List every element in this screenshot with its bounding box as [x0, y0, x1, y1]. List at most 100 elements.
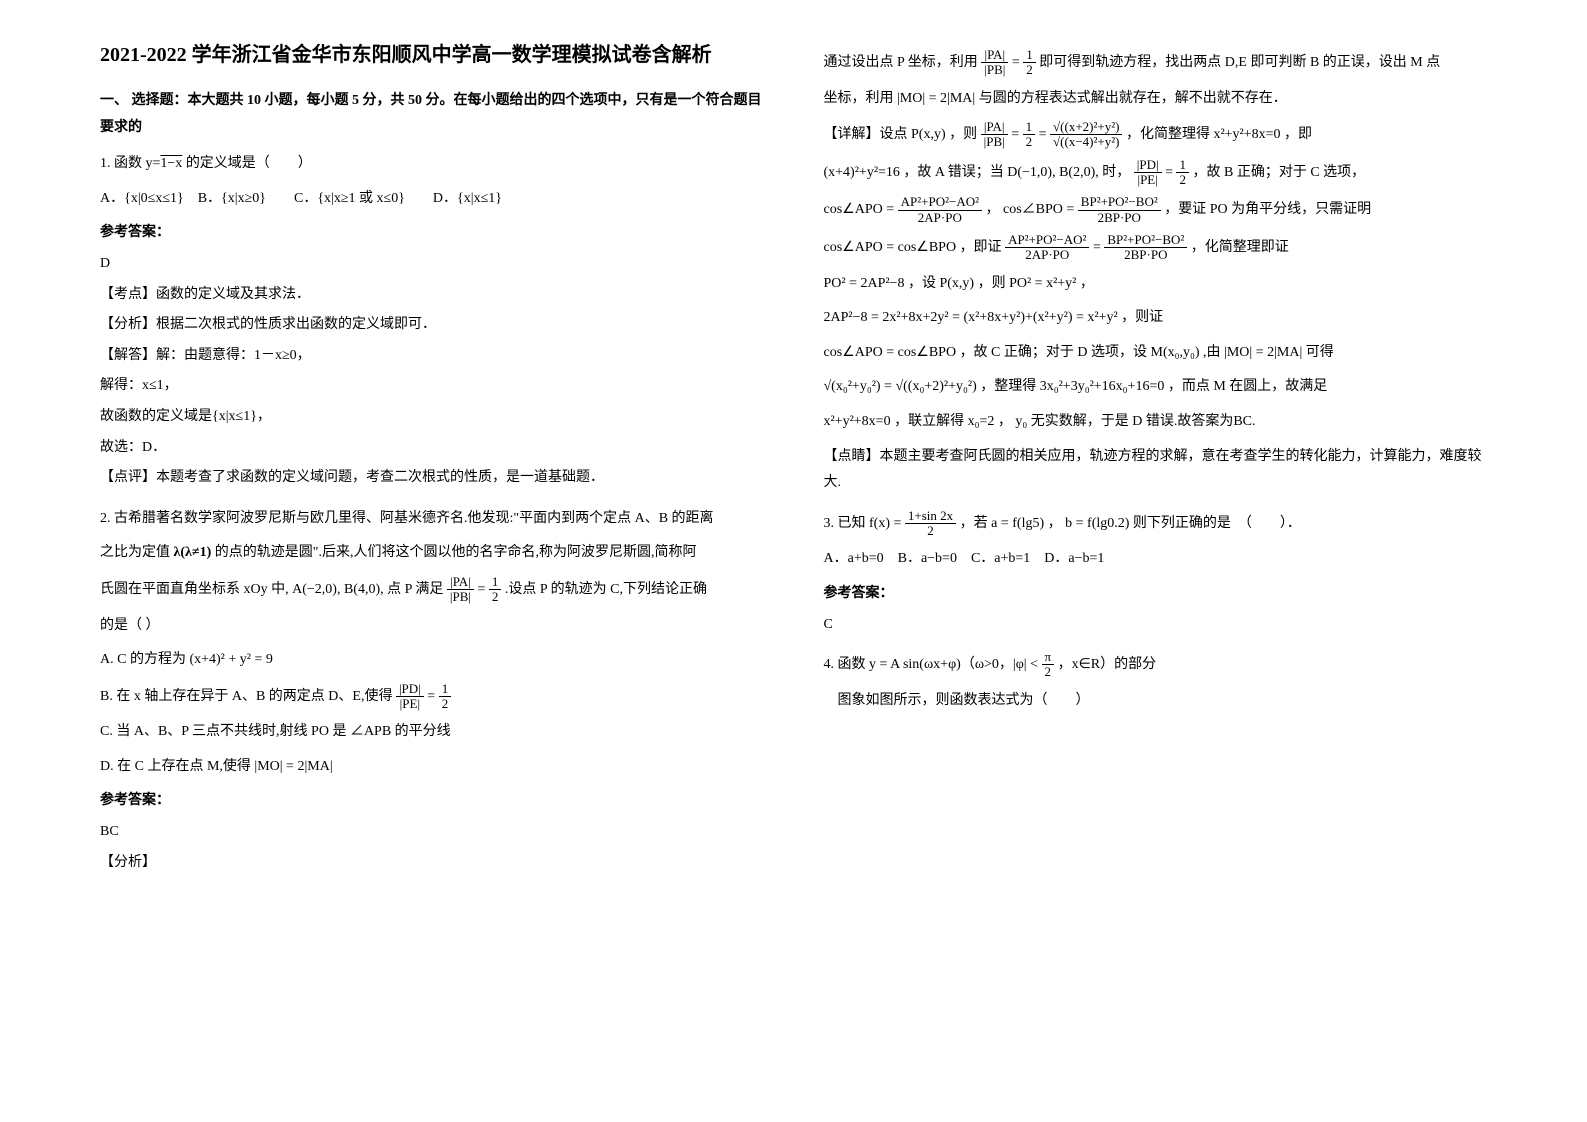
d3b-den: 2BP·PO: [1078, 211, 1161, 225]
d4-eq: =: [1093, 240, 1104, 255]
d3a-num: AP²+PO²−AO²: [898, 195, 982, 210]
q3-options: A．a+b=0 B．a−b=0 C．a+b=1 D．a−b=1: [824, 546, 1488, 573]
q2-p1: 2. 古希腊著名数学家阿波罗尼斯与欧几里得、阿基米德齐名.他发现:"平面内到两个…: [100, 506, 764, 533]
r-d1: 【详解】设点 P(x,y) ，则 |PA| |PB| = 1 2 = √((x+…: [824, 120, 1488, 150]
r-d7: cos∠APO = cos∠BPO ，故 C 正确；对于 D 选项，设 M(x₀…: [824, 340, 1488, 367]
q4-post: ，x∈R）的部分: [1058, 657, 1157, 672]
q2-optC: C. 当 A、B、P 三点不共线时,射线 PO 是 ∠APB 的平分线: [100, 719, 764, 746]
r-d2: (x+4)²+y²=16 ，故 A 错误；当 D(−1,0), B(2,0), …: [824, 158, 1488, 188]
q2-p3-post: .设点 P 的轨迹为 C,下列结论正确: [505, 582, 707, 597]
d2-den2: 2: [1176, 173, 1189, 187]
q1-k3: 【解答】解：由题意得：1－x≥0，: [100, 343, 764, 370]
d2-frac: |PD| |PE|: [1134, 158, 1162, 188]
q2-optB-eq: =: [427, 689, 438, 704]
right-column: 通过设出点 P 坐标，利用 |PA| |PB| = 1 2 即可得到轨迹方程，找…: [824, 40, 1488, 880]
d2-num2: 1: [1176, 158, 1189, 173]
q2-p3: 氏圆在平面直角坐标系 xOy 中, A(−2,0), B(4,0), 点 P 满…: [100, 575, 764, 605]
d2-num: |PD|: [1134, 158, 1162, 173]
r1-frac2: 1 2: [1023, 48, 1036, 78]
q1-answer: D: [100, 251, 764, 278]
d1-frac2: 1 2: [1023, 120, 1036, 150]
r1-den2: 2: [1023, 63, 1036, 77]
q4-frac: π 2: [1042, 650, 1055, 680]
r1-eq: =: [1012, 55, 1023, 70]
r-line2: 坐标，利用 |MO| = 2|MA| 与圆的方程表达式解出就存在，解不出就不存在…: [824, 86, 1488, 113]
d1-den2: 2: [1023, 135, 1036, 149]
q3-frac: 1+sin 2x 2: [905, 509, 956, 539]
q2-frac-half: 1 2: [489, 575, 502, 605]
q2-frac-pa-pb: |PA| |PB|: [447, 575, 474, 605]
d4-frac2: BP²+PO²−BO² 2BP·PO: [1104, 233, 1187, 263]
d2-pre: (x+4)²+y²=16 ，故 A 错误；当 D(−1,0), B(2,0), …: [824, 165, 1134, 180]
question-4: 4. 函数 y = A sin(ωx+φ)（ω>0，|φ| < π 2 ，x∈R…: [824, 650, 1488, 680]
question-1: 1. 函数 y=1−x 的定义域是（ ）: [100, 151, 764, 178]
q1-k6: 故选：D．: [100, 435, 764, 462]
d2-post: ，故 B 正确；对于 C 选项，: [1192, 165, 1365, 180]
d4-num1: AP²+PO²−AO²: [1005, 233, 1089, 248]
d4-frac1: AP²+PO²−AO² 2AP·PO: [1005, 233, 1089, 263]
d3b-num: BP²+PO²−BO²: [1078, 195, 1161, 210]
d1-num: |PA|: [981, 120, 1008, 135]
q2-frac2-num: 1: [489, 575, 502, 590]
r1-den: |PB|: [981, 63, 1008, 77]
q3-fx-den: 2: [905, 524, 956, 538]
q4-line2: 图象如图所示，则函数表达式为（ ）: [824, 688, 1488, 715]
q2-answer-label: 参考答案：: [100, 788, 764, 815]
q2-p2-pre: 之比为定值: [100, 545, 174, 560]
q1-stem-pre: 1. 函数 y=: [100, 156, 160, 171]
q2-fx: 【分析】: [100, 850, 764, 877]
q2-optB-den: |PE|: [396, 697, 424, 711]
d1-frac3: √((x+2)²+y²) √((x−4)²+y²): [1050, 120, 1122, 150]
q2-p3-text: 氏圆在平面直角坐标系 xOy 中, A(−2,0), B(4,0), 点 P 满…: [100, 582, 447, 597]
d3-post: ，要证 PO 为角平分线，只需证明: [1164, 202, 1371, 217]
q4-num: π: [1042, 650, 1055, 665]
d1-post: ，化简整理得 x²+y²+8x=0 ，即: [1126, 127, 1312, 142]
d1-sqn: √((x+2)²+y²): [1050, 120, 1122, 135]
question-3: 3. 已知 f(x) = 1+sin 2x 2 ，若 a = f(lg5) ， …: [824, 509, 1488, 539]
d4-post: ，化简整理即证: [1191, 240, 1289, 255]
d3b-frac: BP²+PO²−BO² 2BP·PO: [1078, 195, 1161, 225]
q3-fx: f(x) =: [869, 516, 905, 531]
q2-eq1: =: [477, 582, 488, 597]
d3b: ， cos∠BPO =: [986, 202, 1078, 217]
q2-answer: BC: [100, 819, 764, 846]
q2-p4: 的是（ ）: [100, 613, 764, 640]
d1-eq: =: [1011, 127, 1022, 142]
r-d4: cos∠APO = cos∠BPO ，即证 AP²+PO²−AO² 2AP·PO…: [824, 233, 1488, 263]
d4-den1: 2AP·PO: [1005, 248, 1089, 262]
q3-mid: ，若 a = f(lg5) ， b = f(lg0.2) 则下列正确的是 （ ）…: [960, 516, 1301, 531]
q2-p2: 之比为定值 λ(λ≠1) 的点的轨迹是圆".后来,人们将这个圆以他的名字命名,称…: [100, 540, 764, 567]
title: 2021-2022 学年浙江省金华市东阳顺风中学高一数学理模拟试卷含解析: [100, 40, 764, 70]
r-d9: x²+y²+8x=0 ，联立解得 x₀=2 ， y₀ 无实数解，于是 D 错误.…: [824, 409, 1488, 436]
q4-den: 2: [1042, 665, 1055, 679]
d1-eq2: =: [1039, 127, 1050, 142]
section-1-heading: 一、 选择题：本大题共 10 小题，每小题 5 分，共 50 分。在每小题给出的…: [100, 88, 764, 141]
r-d10: 【点睛】本题主要考查阿氏圆的相关应用，轨迹方程的求解，意在考查学生的转化能力，计…: [824, 444, 1488, 497]
d1-pre: 【详解】设点 P(x,y) ，则: [824, 127, 981, 142]
d1-sqd: √((x−4)²+y²): [1050, 135, 1122, 149]
d3a-frac: AP²+PO²−AO² 2AP·PO: [898, 195, 982, 225]
q3-answer: C: [824, 612, 1488, 639]
d1-frac1: |PA| |PB|: [981, 120, 1008, 150]
q3-pre: 3. 已知: [824, 516, 870, 531]
q3-answer-label: 参考答案：: [824, 581, 1488, 608]
q2-optD: D. 在 C 上存在点 M,使得 |MO| = 2|MA|: [100, 754, 764, 781]
left-column: 2021-2022 学年浙江省金华市东阳顺风中学高一数学理模拟试卷含解析 一、 …: [100, 40, 764, 880]
q3-fx-num: 1+sin 2x: [905, 509, 956, 524]
d4-den2: 2BP·PO: [1104, 248, 1187, 262]
q2-optB-pre: B. 在 x 轴上存在异于 A、B 的两定点 D、E,使得: [100, 689, 396, 704]
d1-den: |PB|: [981, 135, 1008, 149]
d1-num2: 1: [1023, 120, 1036, 135]
q2-optB-num: |PD|: [396, 682, 424, 697]
r-d5: PO² = 2AP²−8 ，设 P(x,y) ，则 PO² = x²+y² ，: [824, 271, 1488, 298]
q2-frac-den: |PB|: [447, 590, 474, 604]
q2-optA: A. C 的方程为 (x+4)² + y² = 9: [100, 647, 764, 674]
d4a: cos∠APO = cos∠BPO ，即证: [824, 240, 1006, 255]
q1-k4: 解得：x≤1，: [100, 373, 764, 400]
q2-optB: B. 在 x 轴上存在异于 A、B 的两定点 D、E,使得 |PD| |PE| …: [100, 682, 764, 712]
q2-optB-frac: |PD| |PE|: [396, 682, 424, 712]
r1-num: |PA|: [981, 48, 1008, 63]
q1-k2: 【分析】根据二次根式的性质求出函数的定义域即可．: [100, 312, 764, 339]
q2-frac2-den: 2: [489, 590, 502, 604]
q1-k5: 故函数的定义域是{x|x≤1}，: [100, 404, 764, 431]
